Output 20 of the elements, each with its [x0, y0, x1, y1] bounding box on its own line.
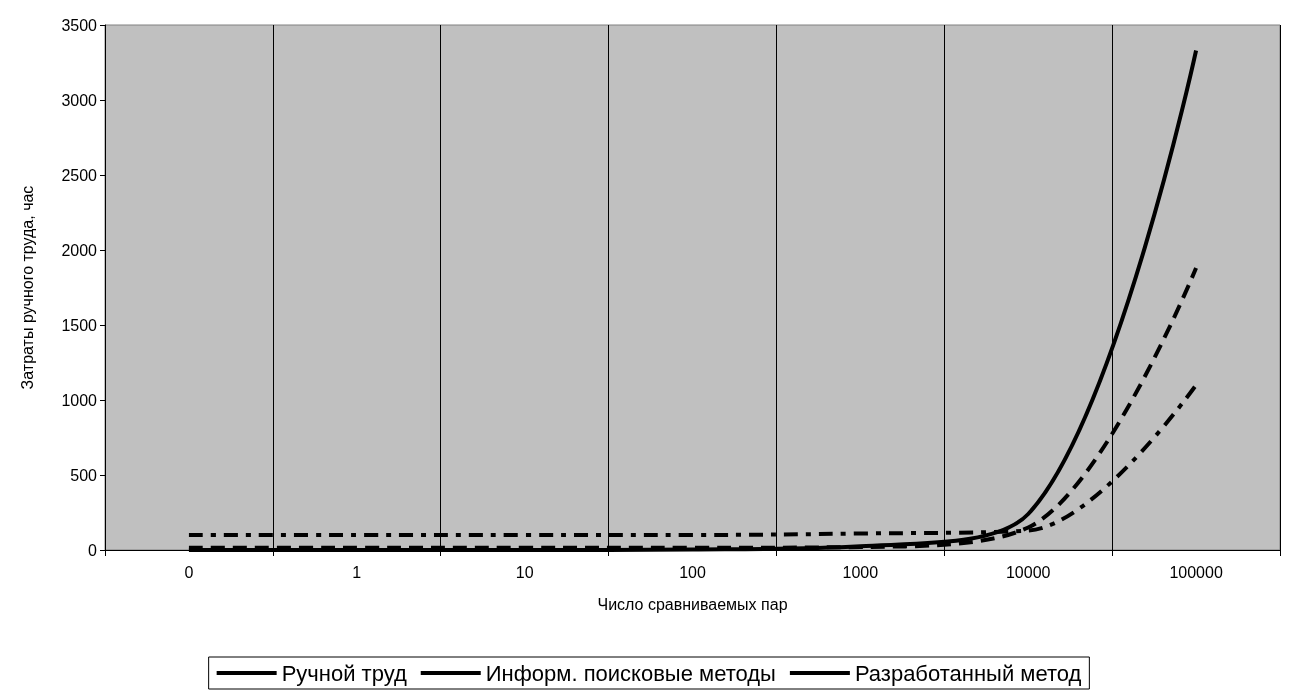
y-tick-label: 1000 — [61, 391, 98, 409]
x-tick-label: 100000 — [1169, 563, 1223, 581]
x-tick-label: 0 — [184, 563, 194, 581]
y-axis-title: Затраты ручного труда, час — [18, 185, 36, 390]
legend-label: Ручной труд — [281, 660, 407, 686]
y-tick-label: 2000 — [61, 241, 98, 259]
legend-label: Информ. поисковые методы — [485, 660, 776, 686]
y-tick-label: 1500 — [61, 316, 98, 334]
x-tick-label: 10 — [515, 563, 534, 581]
x-tick-label: 1 — [352, 563, 362, 581]
legend-label: Разработанный метод — [854, 660, 1082, 686]
y-tick-label: 3000 — [61, 91, 98, 109]
y-tick-label: 3500 — [61, 16, 98, 34]
x-tick-label: 100 — [679, 563, 706, 581]
y-tick-label: 2500 — [61, 166, 98, 184]
y-tick-label: 500 — [70, 466, 98, 484]
x-tick-label: 1000 — [842, 563, 879, 581]
y-tick-label: 0 — [88, 541, 98, 559]
x-axis-title: Число сравниваемых пар — [597, 595, 788, 613]
x-tick-label: 10000 — [1005, 563, 1051, 581]
